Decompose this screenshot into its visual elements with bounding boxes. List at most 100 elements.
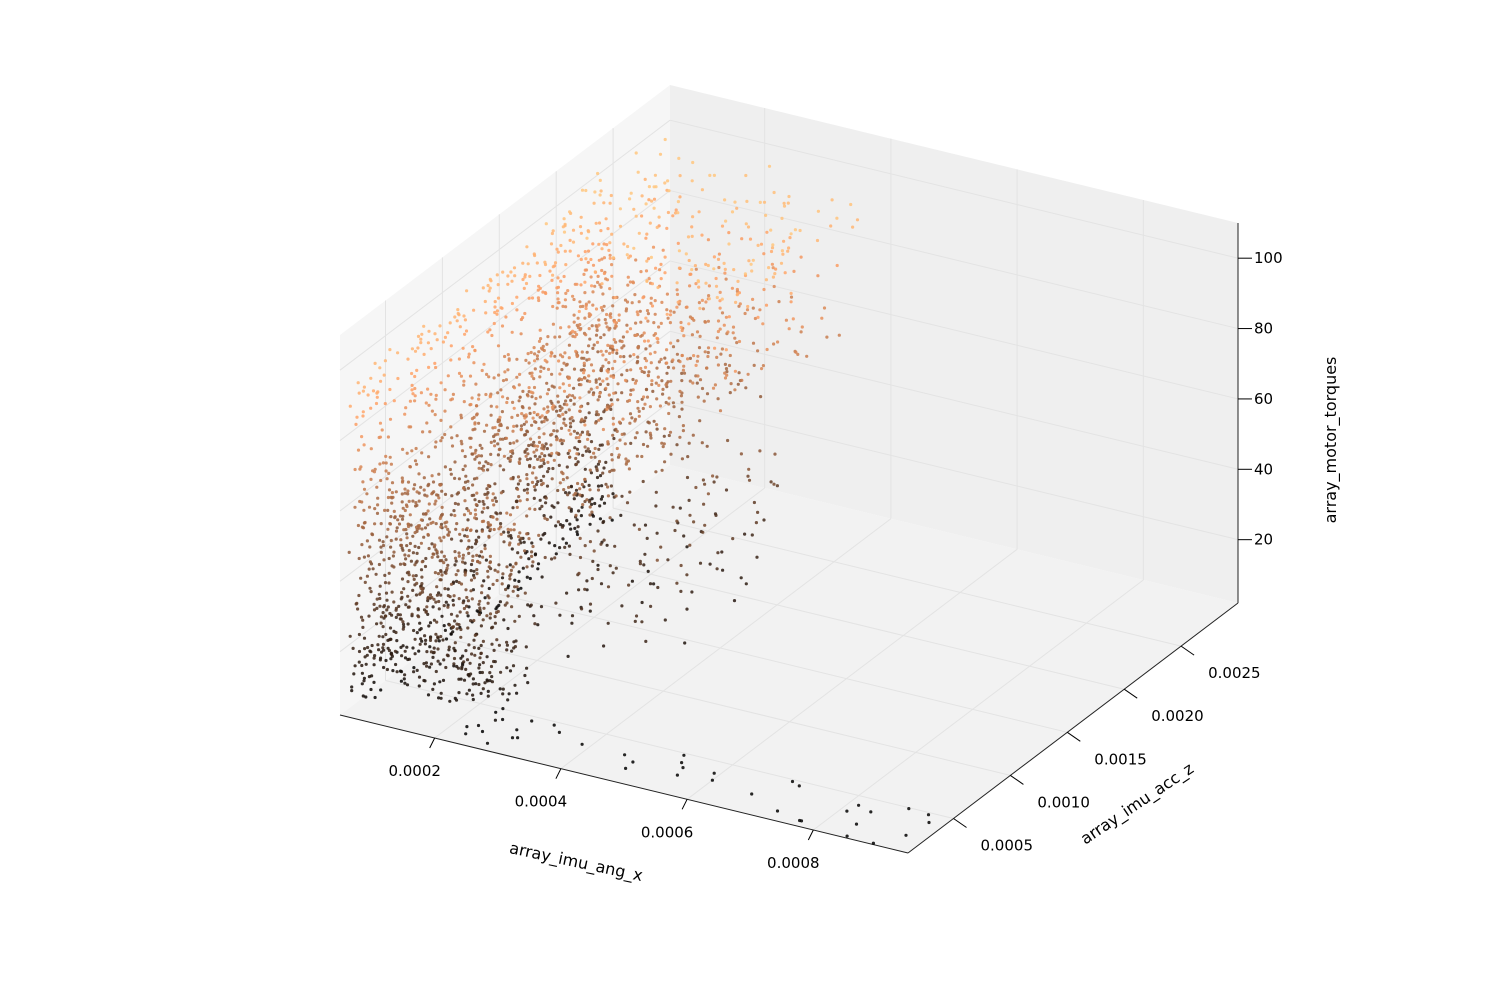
scatter-point [529,350,533,355]
scatter-point [556,297,560,301]
scatter-point [381,540,385,544]
scatter-point [786,249,790,253]
scatter-point [609,374,613,378]
scatter-point [488,523,493,527]
scatter-point [390,491,394,495]
scatter-point [543,260,547,264]
scatter-point [542,461,546,466]
scatter-point [583,423,587,427]
scatter-point [610,453,614,457]
scatter-point [550,372,554,376]
scatter-point [459,627,463,632]
scatter-point [399,670,404,674]
scatter-point [648,344,652,348]
scatter-point [423,564,428,569]
scatter-point [388,626,393,630]
scatter-point [733,388,737,392]
scatter-point [574,456,578,461]
scatter-point [367,567,371,571]
scatter-point [415,490,419,494]
scatter-point [475,572,479,576]
scatter-point [516,736,520,740]
y-tick-label: 0.0020 [1151,707,1204,725]
scatter-point [685,545,689,549]
scatter-point [495,638,499,642]
scatter-point [357,391,361,395]
scatter-point [403,553,407,557]
scatter-point [583,280,587,284]
scatter-point [564,541,569,545]
scatter-point [432,490,436,494]
scatter-point [589,313,593,317]
scatter-point [388,455,392,459]
scatter-point [582,368,587,372]
scatter-point [681,429,686,433]
scatter-point [536,567,540,571]
scatter-point [638,562,643,566]
scatter-point [442,535,446,539]
scatter-point [700,298,705,302]
scatter-point [388,522,392,526]
scatter-point [653,312,657,316]
scatter-point [652,419,656,423]
scatter-point [358,467,362,471]
scatter-point [667,189,671,193]
scatter-point [434,522,438,526]
scatter-point [641,406,645,411]
scatter-point [400,590,404,595]
scatter-point [581,453,585,457]
scatter-point [529,390,533,394]
scatter-point [575,518,579,522]
scatter-point [387,648,391,653]
scatter-point [605,405,609,409]
scatter-point [750,792,754,796]
scatter-point [479,643,483,648]
scatter-point [650,304,655,308]
scatter-point [608,287,612,291]
scatter-point [664,383,668,387]
scatter-point [744,222,748,226]
scatter-point [614,324,618,328]
scatter-point [454,527,458,531]
scatter-point [415,462,419,466]
scatter-point [473,422,477,426]
scatter-point [586,430,590,434]
scatter-point [488,612,493,616]
scatter-point [556,291,560,295]
scatter-point [459,582,464,586]
scatter-point [586,260,590,264]
scatter-point [533,488,537,492]
scatter-point [363,655,367,659]
scatter-point [730,286,735,290]
scatter-point [625,330,629,334]
scatter-point [488,616,492,620]
scatter-point [634,614,639,618]
scatter-point [381,642,386,647]
scatter-point [530,371,534,375]
scatter-point [385,608,389,612]
scatter-point [397,522,402,526]
scatter-point [361,389,365,393]
scatter-point [412,628,416,633]
scatter-point [487,534,491,538]
scatter-point [571,294,575,298]
scatter-point [771,275,776,279]
scatter-point [455,522,459,526]
scatter-point [560,442,564,446]
scatter-point [634,258,638,262]
scatter-point [561,472,565,476]
scatter-point [356,448,361,452]
scatter-point [428,636,433,640]
scatter-point [496,391,500,395]
scatter-point [553,354,557,358]
scatter-point [571,329,575,333]
scatter-point [738,302,742,306]
scatter-point [438,516,442,521]
scatter-point [704,262,708,266]
scatter-point [640,194,644,198]
scatter-point [530,541,534,545]
scatter-point [575,282,579,286]
scatter-point [583,477,587,481]
y-axis-label: array_imu_acc_z [1077,759,1198,849]
scatter-point [401,548,405,552]
